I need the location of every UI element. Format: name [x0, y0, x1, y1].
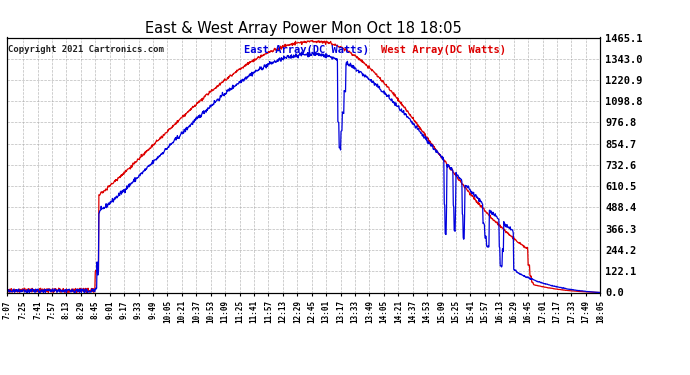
Text: East Array(DC Watts): East Array(DC Watts)	[244, 45, 369, 55]
Text: West Array(DC Watts): West Array(DC Watts)	[381, 45, 506, 55]
Title: East & West Array Power Mon Oct 18 18:05: East & West Array Power Mon Oct 18 18:05	[145, 21, 462, 36]
Text: Copyright 2021 Cartronics.com: Copyright 2021 Cartronics.com	[8, 45, 164, 54]
